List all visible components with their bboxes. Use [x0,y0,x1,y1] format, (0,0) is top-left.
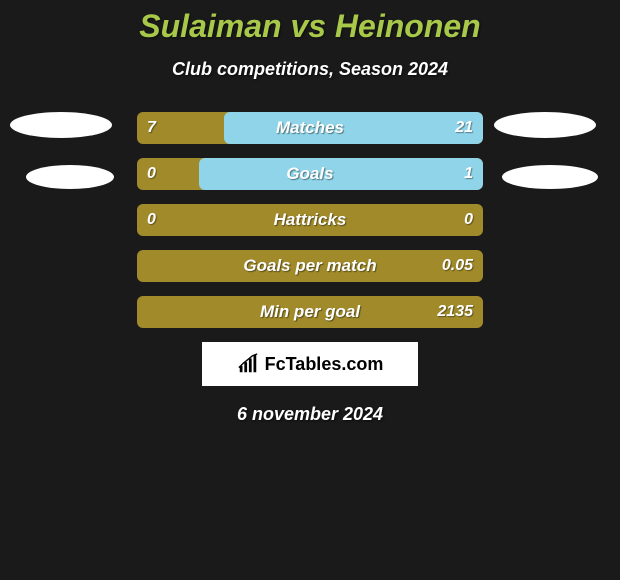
stat-row: 0 Goals 1 [137,158,483,190]
stat-label: Goals [286,164,333,184]
stat-left-value: 0 [147,165,156,183]
stat-row: Goals per match 0.05 [137,250,483,282]
stat-right-value: 1 [464,165,473,183]
stat-left-value: 0 [147,211,156,229]
stat-right-value: 2135 [437,303,473,321]
decorative-ellipse [494,112,596,138]
stat-row: 0 Hattricks 0 [137,204,483,236]
stat-rows: 7 Matches 21 0 Goals 1 0 Hattricks 0 Goals per ma… [0,112,620,328]
stats-area: 7 Matches 21 0 Goals 1 0 Hattricks 0 Goals per ma… [0,112,620,425]
stat-label: Goals per match [243,256,376,276]
stat-right-value: 0 [464,211,473,229]
decorative-ellipse [26,165,114,189]
stat-row: 7 Matches 21 [137,112,483,144]
decorative-ellipse [10,112,112,138]
date-text: 6 november 2024 [0,404,620,425]
stat-fill [199,158,483,190]
chart-icon [237,353,259,375]
decorative-ellipse [502,165,598,189]
stat-label: Hattricks [274,210,347,230]
logo-text: FcTables.com [265,354,384,375]
stat-label: Matches [276,118,344,138]
page-title: Sulaiman vs Heinonen [0,0,620,45]
logo-box[interactable]: FcTables.com [202,342,418,386]
comparison-card: Sulaiman vs Heinonen Club competitions, … [0,0,620,425]
subtitle: Club competitions, Season 2024 [0,59,620,80]
stat-label: Min per goal [260,302,360,322]
stat-row: Min per goal 2135 [137,296,483,328]
stat-right-value: 0.05 [442,257,473,275]
stat-right-value: 21 [455,119,473,137]
stat-left-value: 7 [147,119,156,137]
stat-fill [224,112,484,144]
